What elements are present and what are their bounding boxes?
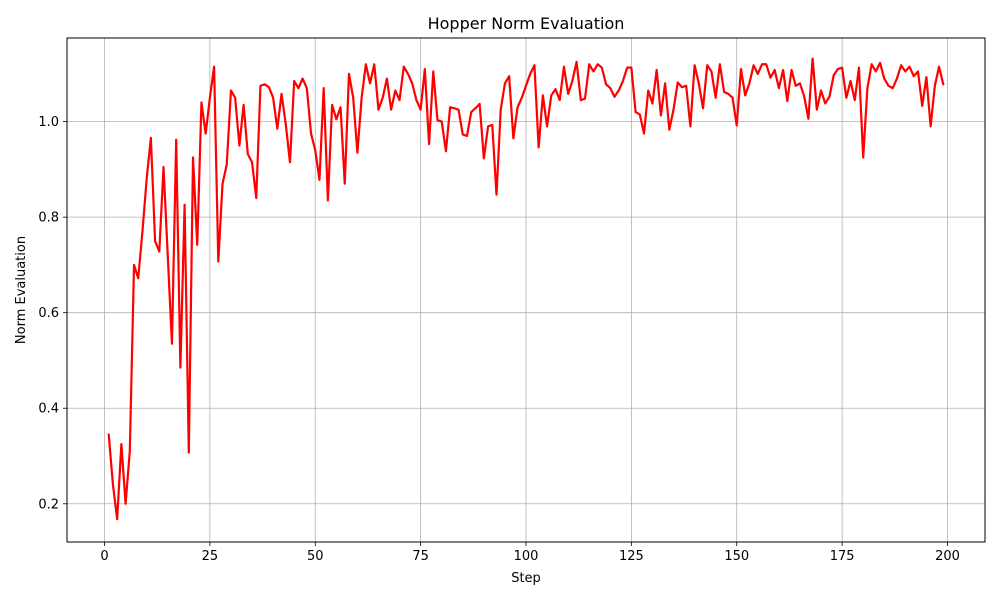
y-tick-label: 0.2: [38, 497, 59, 512]
series-line: [107, 57, 945, 521]
grid-lines: [67, 38, 985, 542]
x-tick-label: 125: [619, 549, 644, 564]
x-tick-label: 0: [100, 549, 108, 564]
y-tick-label: 0.4: [38, 402, 59, 417]
x-tick-label: 200: [935, 549, 960, 564]
series-layer: [107, 57, 945, 521]
y-tick-label: 0.6: [38, 306, 59, 321]
x-tick-label: 100: [514, 549, 539, 564]
x-axis-title: Step: [511, 571, 541, 586]
x-tick-label: 175: [830, 549, 855, 564]
y-axis: 0.2 0.4 0.6 0.8 1.0: [38, 115, 67, 512]
x-tick-label: 75: [412, 549, 429, 564]
x-tick-label: 150: [724, 549, 749, 564]
x-tick-label: 25: [202, 549, 219, 564]
y-tick-label: 1.0: [38, 115, 59, 130]
x-axis: 0 25 50 75 100 125 150 175 200: [100, 542, 960, 564]
chart-title: Hopper Norm Evaluation: [428, 14, 625, 33]
y-tick-label: 0.8: [38, 211, 59, 226]
x-tick-label: 50: [307, 549, 324, 564]
y-axis-title: Norm Evaluation: [14, 236, 29, 344]
